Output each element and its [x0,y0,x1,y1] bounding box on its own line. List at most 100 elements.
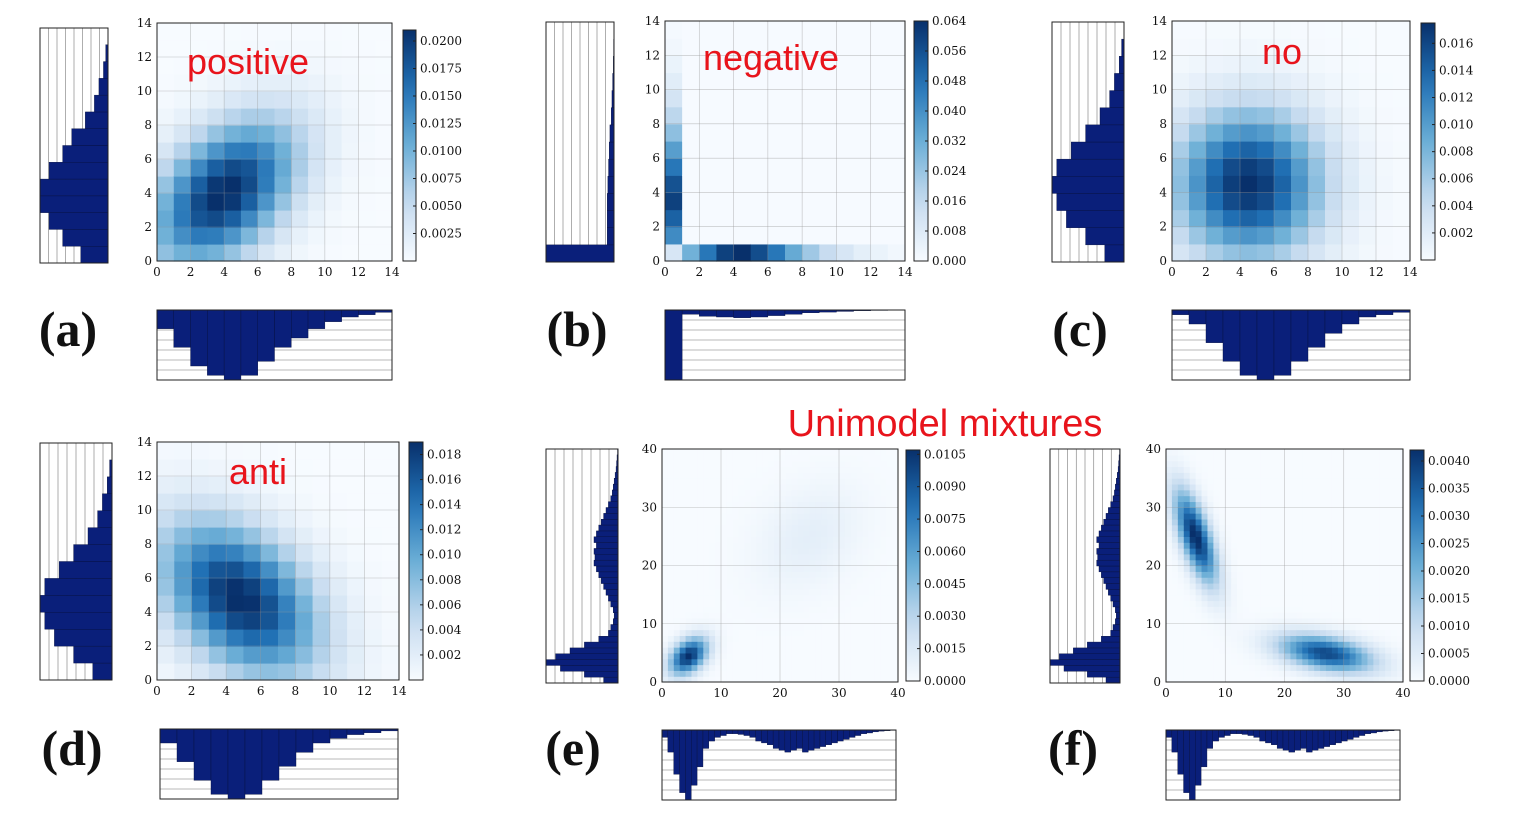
heatmap-cell [856,600,864,607]
colorbar-tick-label: 0.0090 [924,480,966,494]
heatmap-cell [1320,524,1327,532]
heatmap-cell [1177,670,1185,677]
hist-frame [1049,448,1121,684]
heatmap-cell [1308,641,1315,648]
heatmap-cell [679,629,687,636]
heatmap-cell [780,524,787,532]
heatmap-cell [1166,577,1173,584]
heatmap-cell [1248,647,1256,654]
heatmap-cell [715,466,722,473]
heatmap-cell [1237,501,1244,508]
heatmap-cell [1189,38,1207,56]
heatmap-cell [1343,664,1351,671]
x-tick-label: 12 [1368,265,1383,279]
heatmap-cell [1284,600,1292,607]
heatmap-cell [278,493,296,511]
heatmap-cell [312,646,331,664]
heatmap-cell [308,210,326,228]
heatmap-cell [1391,536,1398,543]
heatmap-cell [1225,489,1232,497]
heatmap-cell [862,565,870,572]
heatmap-cell [1296,652,1303,660]
hist-bar [808,729,815,751]
heatmap-cell [1391,542,1398,549]
heatmap-cell [809,670,816,677]
heatmap-cell [1308,21,1326,39]
heatmap-cell [1397,664,1404,671]
colorbar-tick-label: 0.0010 [1428,619,1470,633]
heatmap-cell [1302,577,1309,584]
heatmap-cell [243,663,262,681]
heatmap-cell [744,530,752,537]
heatmap-cell [685,658,693,666]
heatmap-cell [797,629,805,636]
hist-bar [555,653,619,660]
heatmap-cell [682,123,700,142]
heatmap-cell [868,501,875,508]
heatmap-cell [815,513,822,520]
heatmap-cell [892,606,899,613]
heatmap-cell [797,483,805,491]
x-tick-label: 12 [357,684,372,698]
marginal-y-hist [545,21,615,263]
heatmap-cell [709,635,716,642]
heatmap-cell [1391,565,1398,572]
heatmap-cell [1243,582,1250,590]
heatmap-cell [1325,141,1343,159]
heatmap-cell [1385,559,1392,567]
hist-bar [358,309,376,315]
heatmap-cell [821,542,828,549]
heatmap-cell [1314,518,1321,526]
heatmap-cell [1243,612,1250,619]
heatmap-cell [1361,553,1369,561]
heatmap-cell [1379,635,1386,642]
heatmap-cell [709,606,716,613]
hist-bar [569,647,619,654]
x-tick-label: 10 [322,684,337,698]
hist-bar [605,507,619,514]
heatmap-cell [844,594,852,602]
y-tick-label: 6 [144,571,152,585]
heatmap-cell [809,629,816,636]
heatmap-cell [1237,548,1244,555]
heatmap-cell [703,553,710,561]
heatmap-cell [892,513,899,520]
heatmap-cell [1331,612,1339,619]
heatmap-cell [1248,536,1256,543]
heatmap-cell [329,612,348,630]
heatmap-cell [157,493,175,511]
heatmap-cell [762,553,769,561]
heatmap-cell [1243,670,1250,677]
heatmap-cell [1240,192,1258,211]
heatmap-cell [1302,518,1309,526]
heatmap-cell [803,664,811,671]
heatmap-cell [1337,571,1345,578]
heatmap-cell [1266,507,1274,514]
heatmap-cell [756,553,763,561]
heatmap-cell [1355,670,1363,677]
heatmap-cell [1213,594,1220,602]
heatmap-cell [685,641,693,648]
heatmap-cell [856,460,864,468]
heatmap-cell [1308,536,1315,543]
heatmap-cell [785,588,793,596]
heatmap-cell [1177,594,1185,602]
colorbar-tick-label: 0.0030 [924,609,966,623]
heatmap-cell [750,192,769,211]
hist-bar [702,729,710,749]
heatmap-cell [809,658,816,666]
heatmap-cell [868,629,875,636]
heatmap-cell [1225,530,1232,537]
heatmap-cell [850,577,858,584]
heatmap-cell [1278,478,1286,485]
heatmap-cell [892,617,899,625]
heatmap-cell [827,518,834,526]
heatmap-cell [1248,577,1256,584]
heatmap-cell [768,466,775,473]
heatmap-cell [1254,489,1262,497]
heatmap-cell [1231,501,1238,508]
heatmap-cell [1373,495,1380,503]
heatmap-cell [685,617,693,625]
heatmap-cell [709,658,716,666]
hist-bar [1241,729,1249,735]
